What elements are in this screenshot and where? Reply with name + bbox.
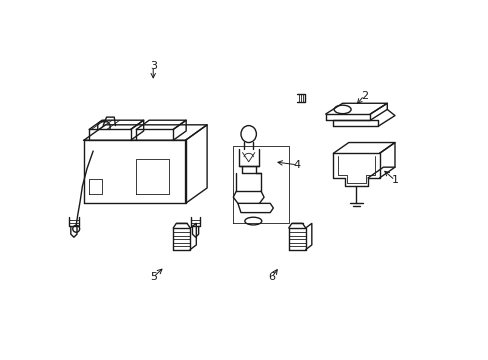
Text: 2: 2 [360,91,367,100]
Text: 6: 6 [268,272,275,282]
Text: 4: 4 [293,160,300,170]
Text: 1: 1 [391,175,398,185]
Text: 3: 3 [149,61,156,71]
Text: 5: 5 [149,272,156,282]
